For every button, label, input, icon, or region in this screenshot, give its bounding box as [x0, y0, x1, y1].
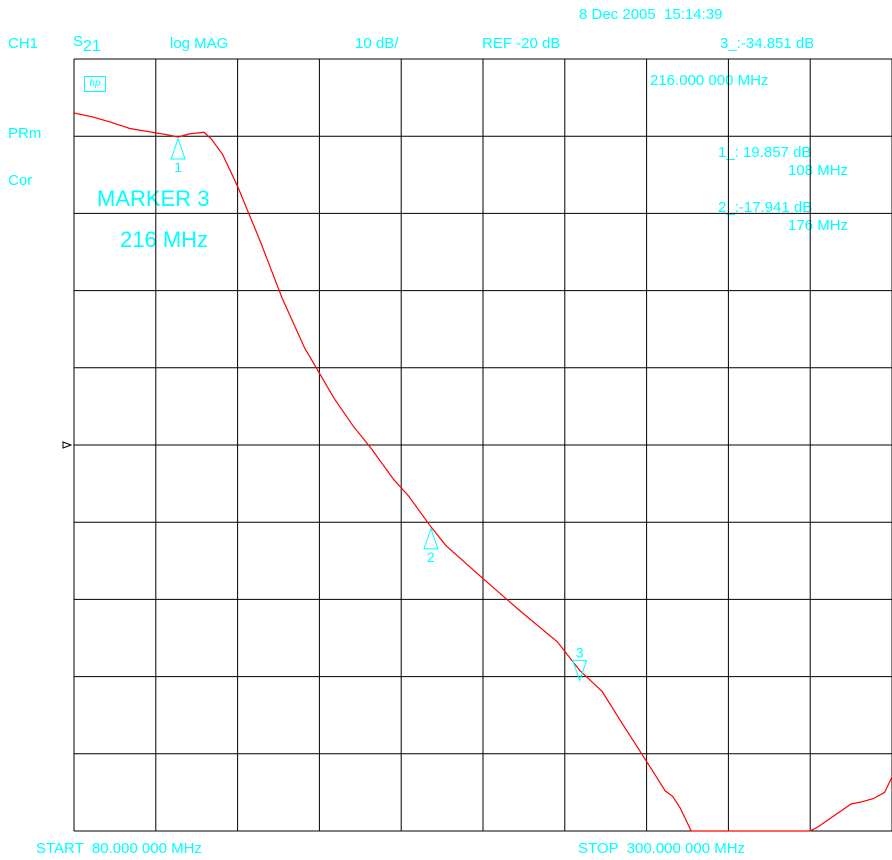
hp-logo: hp: [84, 76, 106, 92]
marker-2-triangle: [423, 527, 439, 550]
marker-1-frequency: 108 MHz: [788, 162, 849, 179]
scale-label: 10 dB/: [355, 35, 399, 52]
power-ranged-indicator: PRm: [8, 125, 42, 142]
reference-label: REF -20 dB: [482, 35, 561, 52]
active-marker-readout: 3_:-34.851 dB: [720, 35, 815, 52]
reference-position-arrow: [62, 441, 73, 449]
marker-1-number: 1: [174, 159, 182, 175]
s21-trace: [73, 112, 892, 832]
parameter-label: S21: [73, 33, 101, 55]
marker-2-frequency: 176 MHz: [788, 217, 849, 234]
marker-title-frequency: 216 MHz: [120, 227, 209, 252]
parameter-subscript: 21: [83, 38, 101, 55]
active-marker-frequency: 216.000 000 MHz: [650, 72, 769, 89]
marker-2-readout: 2_:-17.941 dB: [718, 199, 813, 216]
correction-indicator: Cor: [8, 172, 33, 189]
stop-frequency: STOP 300.000 000 MHz: [578, 840, 746, 857]
parameter-main: S: [73, 33, 84, 50]
marker-3-triangle: [571, 659, 588, 682]
graticule: [73, 58, 892, 832]
format-label: log MAG: [170, 35, 229, 52]
marker-3-number: 3: [576, 644, 584, 660]
marker-1-triangle: [170, 137, 186, 160]
markers: 1 2 3: [170, 137, 588, 682]
timestamp: 8 Dec 2005 15:14:39: [579, 6, 723, 23]
start-frequency: START 80.000 000 MHz: [36, 840, 202, 857]
channel-label: CH1: [8, 35, 39, 52]
marker-title: MARKER 3: [97, 186, 210, 211]
marker-2-number: 2: [427, 549, 435, 565]
